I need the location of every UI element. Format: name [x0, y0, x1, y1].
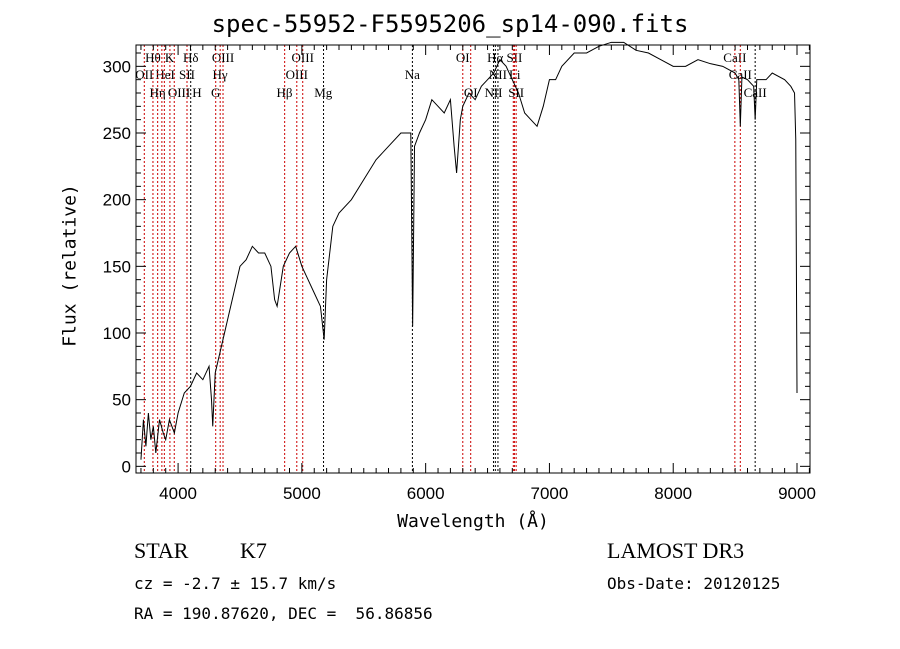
line-label: G: [211, 85, 220, 100]
x-tick-label: 8000: [654, 484, 692, 503]
line-label: Mg: [314, 85, 333, 100]
line-label: Hγ: [212, 67, 227, 82]
line-label: Na: [405, 67, 420, 82]
redshift-text: cz = -2.7 ± 15.7 km/s: [134, 574, 337, 593]
line-label: Hα: [487, 50, 503, 65]
object-subclass: K7: [240, 538, 267, 563]
line-label: HeI: [155, 67, 175, 82]
y-tick-label: 200: [103, 191, 131, 210]
y-tick-label: 0: [122, 457, 131, 476]
line-label: SII: [179, 67, 195, 82]
y-axis-label: Flux (relative): [59, 184, 81, 347]
line-label: H: [192, 85, 201, 100]
line-label: Hδ: [183, 50, 199, 65]
line-label: CaII: [744, 85, 767, 100]
object-class: STAR: [134, 538, 189, 563]
line-label: Li: [509, 67, 521, 82]
line-label: CaII: [729, 67, 752, 82]
x-tick-label: 7000: [531, 484, 569, 503]
y-tick-label: 250: [103, 124, 131, 143]
y-tick-label: 50: [112, 391, 131, 410]
line-label: NII: [484, 85, 502, 100]
y-tick-label: 150: [103, 257, 131, 276]
x-tick-label: 4000: [159, 484, 197, 503]
line-label: SII: [506, 50, 522, 65]
line-label: Hη: [149, 85, 165, 100]
chart-title: spec-55952-F5595206_sp14-090.fits: [211, 10, 689, 38]
plot-frame: [135, 44, 811, 474]
y-tick-label: 100: [103, 324, 131, 343]
line-label: OIII: [168, 85, 190, 100]
line-label: OIII: [212, 50, 234, 65]
survey-name: LAMOST DR3: [607, 538, 745, 563]
x-tick-label: 9000: [778, 484, 816, 503]
x-tick-label: 5000: [283, 484, 321, 503]
line-label: OII: [135, 67, 153, 82]
line-label: OI: [456, 50, 470, 65]
coordinates-text: RA = 190.87620, DEC = 56.86856: [134, 604, 433, 623]
line-label: SII: [508, 85, 524, 100]
line-label: Hθ: [145, 50, 161, 65]
line-label: K: [165, 50, 175, 65]
y-tick-label: 300: [103, 57, 131, 76]
line-label: NII: [489, 67, 507, 82]
line-label: Hβ: [276, 85, 292, 100]
x-tick-label: 6000: [407, 484, 445, 503]
obs-date: Obs-Date: 20120125: [607, 574, 781, 593]
line-label: OIII: [286, 67, 308, 82]
line-label: CaII: [723, 50, 746, 65]
line-label: OIII: [292, 50, 314, 65]
x-axis-label: Wavelength (Å): [397, 511, 549, 532]
spectrum-line: [140, 41, 798, 460]
